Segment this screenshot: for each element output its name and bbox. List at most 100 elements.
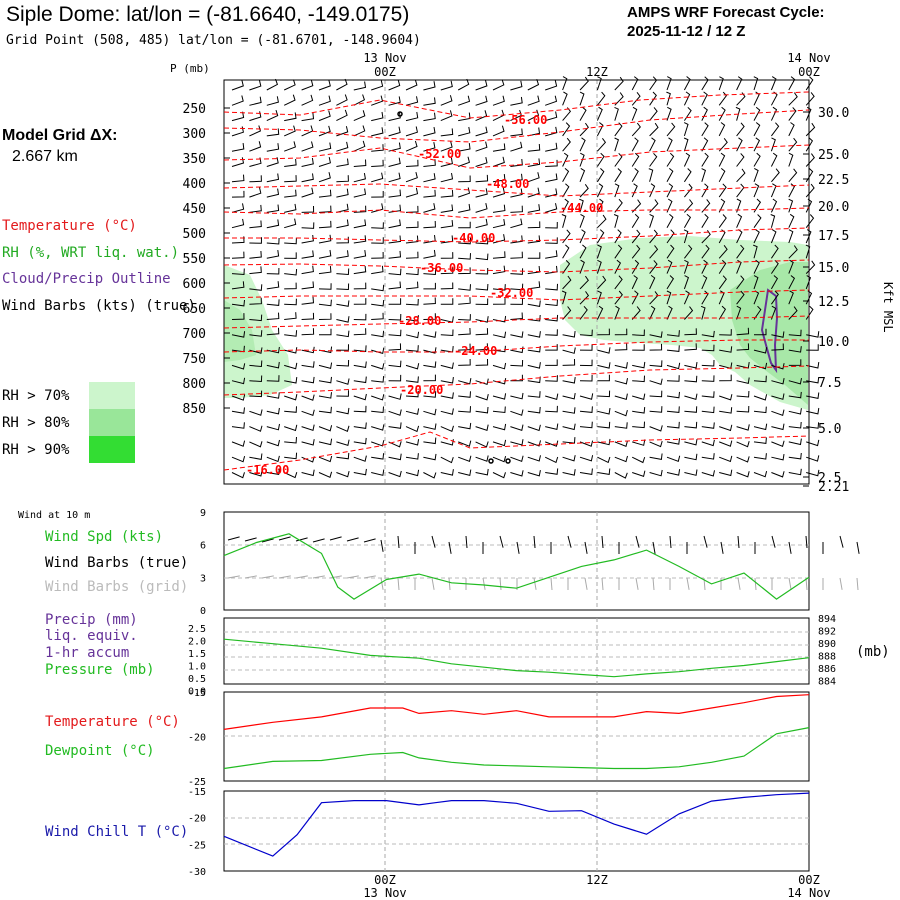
wind-barb [353,159,367,167]
wind-barb [718,259,727,274]
surface-wind-barb-grid [805,577,808,591]
surface-wind-barb-grid [278,575,291,579]
wind-barb [736,122,745,137]
wind-barb [405,315,419,322]
wind-barb [614,378,628,385]
wind-barb [770,76,777,91]
wind-barb [649,76,658,91]
wind-barb [806,362,820,369]
wind-barb [649,406,663,413]
wind-barb [631,456,646,464]
wind-barb [266,143,280,152]
wind-barb [649,260,658,274]
wind-barb [684,393,698,401]
wind-barb [614,328,628,336]
wind-barb [284,282,297,290]
wind-barb [771,343,784,351]
temperature-contour [223,259,810,273]
wind-barb [353,345,367,352]
wind-barb [336,219,349,229]
wind-barb [475,110,488,122]
wind-barb [510,218,523,229]
surface-wind-barb-true [669,535,672,549]
wind-barb [684,343,697,351]
wind-barb [336,452,350,460]
wind-barb [753,183,760,198]
wind-barb [371,284,385,292]
wind-barb [423,142,436,152]
temperature-contour [223,91,810,119]
wind-barb [510,312,523,320]
wind-barb [405,376,419,383]
wind-barb [718,305,727,320]
wind-barb [788,168,798,183]
wind-barb [318,392,332,399]
wind-tick-label: 6 [200,541,206,552]
wind-barb [371,406,384,414]
wind-barb [579,374,593,382]
wind-barb [545,80,558,91]
wind-barb [458,343,471,351]
temperature-contour [223,109,810,143]
wind-barb [510,392,524,400]
wind-barb [284,218,297,229]
wind-barb [736,343,750,351]
wind-barb [597,91,606,106]
wind-barb [545,299,558,307]
wind-barb [440,408,454,415]
wind-barb [458,126,471,137]
wind-barb [562,260,571,274]
wind-barb [666,91,671,106]
wind-barb [562,455,576,462]
pressure-tick-label: 850 [183,402,206,417]
surface-wind-barb-true [635,535,640,548]
surface-wind-barb-true [244,537,257,542]
wind-barb [718,138,728,152]
wind-barb [805,275,812,290]
wind-barb [249,187,262,198]
wind-barb [614,440,628,447]
wind-barb [753,76,759,91]
wind-barb [683,152,691,167]
temperature-contours: -56.00 -52.00 -48.00 -44.00 -40.00 -36.00 -32.… [223,91,810,477]
wind-barb [649,183,656,198]
wind-barb [736,244,745,259]
wind-barb [736,471,750,478]
wind-barb [475,358,489,366]
wind-barb [388,157,401,167]
wind-barb [701,359,715,367]
temperature-contour-label: -48.00 [486,177,529,191]
height-axis-title: Kft MSL [881,282,895,333]
wind-barb [458,422,472,430]
wind-barb [388,126,401,137]
wind-barb [597,138,607,152]
temperature-contour [223,339,809,353]
wind-barb [440,110,453,122]
wind-barb [405,159,419,167]
wind-barb [788,137,798,152]
wind-barb [510,235,523,244]
wind-barb [405,251,419,259]
wind-barb [284,141,296,152]
wind-barb [684,439,698,446]
surface-wind-barb-true [652,541,656,554]
wind-barb [788,152,794,167]
wind-barb [788,290,794,305]
wind-barb [701,344,715,352]
wind-barb [753,305,762,320]
wind-barb [405,439,420,446]
wind-barb [701,76,709,91]
wind-barb [475,406,489,414]
surface-wind-barb-true [329,536,342,541]
wind-barb [249,360,263,368]
wind-barb [788,359,802,366]
wind-barb [249,330,263,337]
wind-barb [527,79,540,91]
wind-barb [440,141,453,152]
surface-wind-barb-grid [788,577,792,590]
wind-10m-title: Wind at 10 m [18,510,91,521]
wind-barb [805,260,816,274]
pressure-tick-label: 300 [183,127,206,142]
wind-barb [336,359,350,367]
temperature-contour-label: -40.00 [452,231,495,245]
